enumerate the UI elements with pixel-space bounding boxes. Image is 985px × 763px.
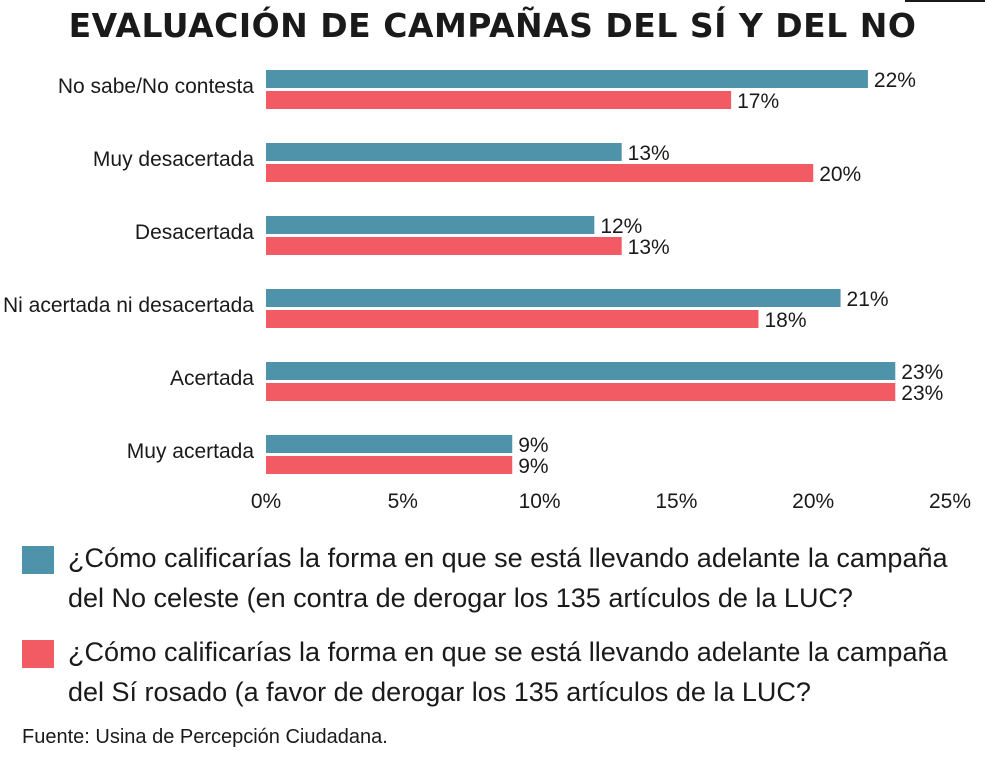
bar-no bbox=[266, 70, 868, 88]
value-label-si: 13% bbox=[628, 236, 670, 259]
value-label-no: 9% bbox=[518, 434, 548, 457]
bar-no bbox=[266, 289, 841, 307]
top-rule bbox=[905, 0, 985, 2]
bar-no bbox=[266, 435, 513, 453]
category-label: Ni acertada ni desacertada bbox=[3, 294, 254, 317]
legend-swatch-no bbox=[22, 546, 54, 574]
source-note: Fuente: Usina de Percepción Ciudadana. bbox=[22, 726, 388, 748]
bar-si bbox=[266, 237, 622, 255]
x-tick-label: 15% bbox=[655, 490, 697, 513]
legend-text-si: ¿Cómo calificarías la forma en que se es… bbox=[68, 637, 948, 707]
legend-swatch-si bbox=[22, 640, 54, 668]
value-label-si: 9% bbox=[518, 455, 548, 478]
value-label-no: 21% bbox=[847, 288, 889, 311]
bar-si bbox=[266, 456, 513, 474]
value-label-no: 13% bbox=[628, 142, 670, 165]
bar-no bbox=[266, 143, 622, 161]
bar-no bbox=[266, 362, 896, 380]
category-label: Muy acertada bbox=[127, 440, 255, 463]
bar-no bbox=[266, 216, 595, 234]
bar-si bbox=[266, 310, 759, 328]
category-label: Muy desacertada bbox=[93, 148, 254, 171]
value-label-no: 23% bbox=[901, 361, 943, 384]
bar-si bbox=[266, 91, 732, 109]
value-label-no: 22% bbox=[874, 69, 916, 92]
category-label: Acertada bbox=[170, 367, 254, 390]
x-tick-label: 10% bbox=[519, 490, 561, 513]
legend-item-no: ¿Cómo calificarías la forma en que se es… bbox=[22, 538, 948, 618]
value-label-si: 23% bbox=[901, 382, 943, 405]
value-label-si: 20% bbox=[819, 163, 861, 186]
value-label-si: 17% bbox=[737, 90, 779, 113]
category-label: No sabe/No contesta bbox=[58, 75, 254, 98]
x-tick-label: 5% bbox=[388, 490, 418, 513]
value-label-si: 18% bbox=[764, 309, 806, 332]
legend-item-si: ¿Cómo calificarías la forma en que se es… bbox=[22, 632, 948, 712]
category-label: Desacertada bbox=[135, 221, 254, 244]
legend-text-no: ¿Cómo calificarías la forma en que se es… bbox=[68, 543, 948, 613]
bar-si bbox=[266, 383, 896, 401]
x-tick-label: 0% bbox=[251, 490, 281, 513]
bar-chart: No sabe/No contesta 22% 17% Muy desacertada… bbox=[3, 69, 971, 513]
x-tick-label: 25% bbox=[929, 490, 971, 513]
chart-title: EVALUACIÓN DE CAMPAÑAS DEL SÍ Y DEL NO bbox=[68, 6, 917, 45]
value-label-no: 12% bbox=[600, 215, 642, 238]
bar-si bbox=[266, 164, 814, 182]
x-tick-label: 20% bbox=[792, 490, 834, 513]
